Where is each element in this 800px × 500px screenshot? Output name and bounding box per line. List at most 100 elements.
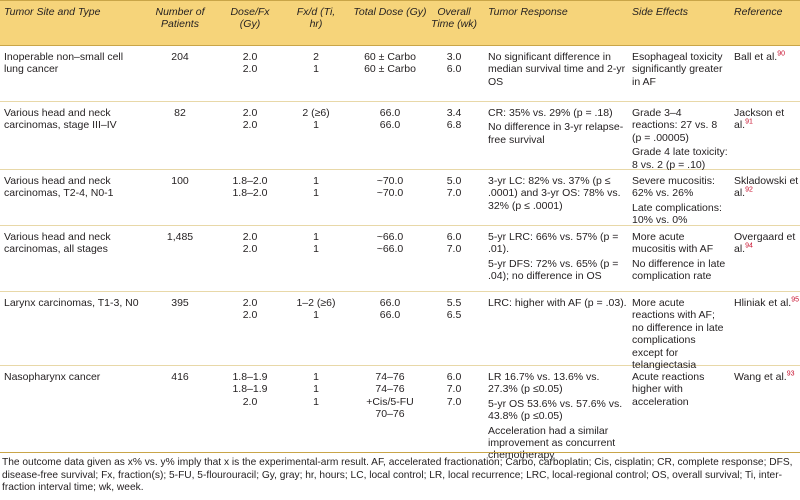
total-line: ~70.0 xyxy=(376,187,404,200)
cell-total-dose: 74–76 74–76 +Cis/5-FU 70–76 xyxy=(350,371,430,421)
total-line: 70–76 xyxy=(375,408,405,421)
cell-dose: 1.8–1.9 1.8–1.9 2.0 xyxy=(222,371,278,408)
fxd-line: 1 xyxy=(313,175,319,187)
time-line: 5.0 xyxy=(446,175,462,187)
dose-line: 1.8–2.0 xyxy=(232,175,268,187)
dose-line: 2.0 xyxy=(242,119,258,132)
side-effect-text: More acute reactions with AF; no differe… xyxy=(632,297,724,372)
side-effect-text: Late complications: 10% vs. 0% xyxy=(632,201,722,227)
response-text: No significant difference in median surv… xyxy=(488,51,626,88)
cell-side-effects: Acute reactions higher with acceleration xyxy=(632,371,728,410)
header-total-dose: Total Dose (Gy) xyxy=(353,6,427,18)
fxd-line: 1 xyxy=(313,395,319,408)
cell-patients: 204 xyxy=(171,51,189,63)
cell-reference: Skladowski et al.92 xyxy=(734,175,800,200)
dose-line: 2.0 xyxy=(242,231,258,243)
time-line: 3.4 xyxy=(446,107,462,119)
response-text: 3-yr LC: 82% vs. 37% (p ≤ .0001) and 3-y… xyxy=(488,175,621,212)
dose-line: 1.8–1.9 xyxy=(232,371,268,383)
fxd-line: 1 xyxy=(313,383,319,396)
cell-reference: Ball et al.90 xyxy=(734,51,800,64)
dose-line: 2.0 xyxy=(242,107,258,119)
table-footnote: The outcome data given as x% vs. y% impl… xyxy=(0,452,800,495)
reference-superscript: 92 xyxy=(745,186,753,194)
total-line: ~66.0 xyxy=(376,231,404,243)
header-reference: Reference xyxy=(734,6,783,18)
time-line: 5.5 xyxy=(446,297,462,309)
fxd-line: 2 (≥6) xyxy=(302,107,330,119)
cell-tumor-site: Larynx carcinomas, T1-3, N0 xyxy=(4,297,139,309)
response-text: LR 16.7% vs. 13.6% vs. 27.3% (p ≤0.05) xyxy=(488,371,600,396)
time-line: 7.0 xyxy=(446,187,462,200)
side-effect-text: Acute reactions higher with acceleration xyxy=(632,371,705,408)
cell-patients: 100 xyxy=(171,175,189,187)
cell-fxd: 2 (≥6) 1 xyxy=(292,107,340,132)
response-text: 5-yr DFS: 72% vs. 65% (p = .04); no diff… xyxy=(488,257,619,283)
fxd-line: 1 xyxy=(313,371,319,383)
time-line: 6.0 xyxy=(446,231,462,243)
time-line: 7.0 xyxy=(446,243,462,256)
cell-reference: Overgaard et al.94 xyxy=(734,231,800,256)
reference-superscript: 91 xyxy=(745,118,753,126)
cell-patients: 416 xyxy=(171,371,189,383)
cell-total-dose: ~70.0 ~70.0 xyxy=(350,175,430,200)
cell-tumor-site: Inoperable non–small cell lung cancer xyxy=(4,51,124,76)
response-text: LRC: higher with AF (p = .03). xyxy=(488,297,627,309)
dose-line: 2.0 xyxy=(242,309,258,322)
header-tumor-site: Tumor Site and Type xyxy=(4,6,101,18)
response-text: CR: 35% vs. 29% (p = .18) xyxy=(488,107,613,119)
total-line: ~70.0 xyxy=(376,175,404,187)
cell-tumor-site: Various head and neck carcinomas, stage … xyxy=(4,107,117,132)
table-header: Tumor Site and Type Number of Patients D… xyxy=(0,0,800,46)
cell-overall-time: 3.0 6.0 xyxy=(430,51,478,76)
cell-side-effects: More acute reactions with AF; no differe… xyxy=(632,297,728,373)
reference-text: Overgaard et al. xyxy=(734,231,796,256)
dose-line: 2.0 xyxy=(242,51,258,63)
time-line: 6.0 xyxy=(446,371,462,383)
total-line: 60 ± Carbo xyxy=(364,51,416,63)
total-line: 66.0 xyxy=(379,107,401,119)
dose-line: 2.0 xyxy=(242,395,258,408)
cell-dose: 2.0 2.0 xyxy=(222,51,278,76)
total-line: 66.0 xyxy=(379,119,401,132)
header-fxd: Fx/d (Ti, hr) xyxy=(296,6,336,30)
side-effect-text: Severe mucositis: 62% vs. 26% xyxy=(632,175,715,200)
cell-overall-time: 5.0 7.0 xyxy=(430,175,478,200)
cell-overall-time: 3.4 6.8 xyxy=(430,107,478,132)
time-line: 3.0 xyxy=(446,51,462,63)
header-dose-fx: Dose/Fx (Gy) xyxy=(230,6,270,30)
cell-tumor-site: Nasopharynx cancer xyxy=(4,371,101,383)
response-text: 5-yr LRC: 66% vs. 57% (p = .01). xyxy=(488,231,619,256)
time-line: 7.0 xyxy=(446,395,462,408)
cell-tumor-response: 5-yr LRC: 66% vs. 57% (p = .01). 5-yr DF… xyxy=(488,231,628,285)
total-line: 66.0 xyxy=(379,309,401,322)
table-row: Nasopharynx cancer 416 1.8–1.9 1.8–1.9 2.0… xyxy=(0,366,800,470)
reference-text: Jackson et al. xyxy=(734,107,785,132)
fxd-line: 1 xyxy=(313,119,319,132)
cell-total-dose: 66.0 66.0 xyxy=(350,107,430,132)
time-line: 6.5 xyxy=(446,309,462,322)
total-line: 66.0 xyxy=(379,297,401,309)
time-line: 6.8 xyxy=(446,119,462,132)
response-text: Acceleration had a similar improvement a… xyxy=(488,424,616,462)
total-line: ~66.0 xyxy=(376,243,404,256)
reference-superscript: 95 xyxy=(791,296,799,304)
dose-line: 2.0 xyxy=(242,63,258,76)
cell-side-effects: More acute mucositis with AF No differen… xyxy=(632,231,728,285)
side-effect-text: More acute mucositis with AF xyxy=(632,231,714,256)
reference-text: Wang et al. xyxy=(734,371,787,383)
dose-line: 2.0 xyxy=(242,243,258,256)
total-line: 60 ± Carbo xyxy=(364,63,416,76)
cell-side-effects: Grade 3–4 reactions: 27 vs. 8 (p = .0000… xyxy=(632,107,728,173)
cell-side-effects: Severe mucositis: 62% vs. 26% Late compl… xyxy=(632,175,728,229)
cell-tumor-site: Various head and neck carcinomas, T2-4, … xyxy=(4,175,114,200)
header-overall-time: Overall Time (wk) xyxy=(431,6,477,30)
side-effect-text: Grade 3–4 reactions: 27 vs. 8 (p = .0000… xyxy=(632,107,718,144)
cell-reference: Hliniak et al.95 xyxy=(734,296,800,310)
response-text: 5-yr OS 53.6% vs. 57.6% vs. 43.8% (p ≤0.… xyxy=(488,397,623,423)
total-line: +Cis/5-FU xyxy=(366,395,414,408)
cell-fxd: 1–2 (≥6) 1 xyxy=(292,297,340,322)
